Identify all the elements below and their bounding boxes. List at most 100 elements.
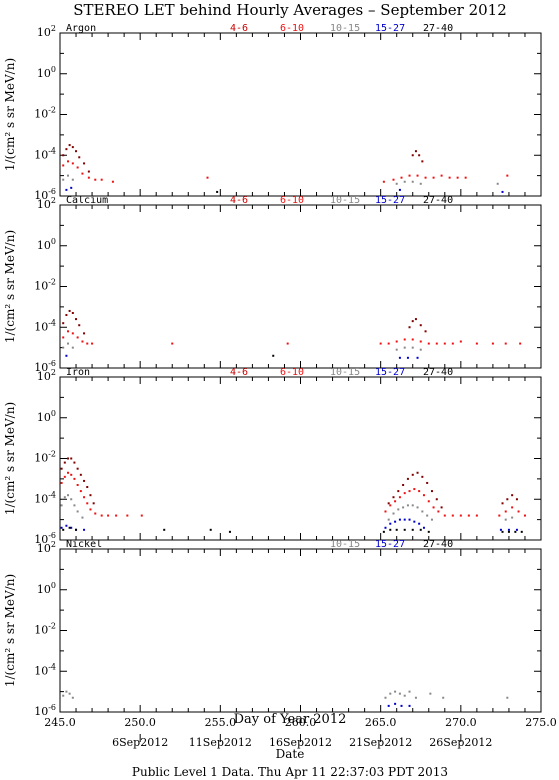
data-point — [272, 354, 275, 357]
data-point — [514, 530, 517, 533]
legend-entry: 27-40 — [423, 195, 453, 206]
data-point — [432, 506, 435, 509]
y-tick-label: 10-2 — [34, 450, 56, 465]
data-point — [91, 342, 94, 345]
data-point — [62, 694, 65, 697]
footer-text: Public Level 1 Data. Thu Apr 11 22:37:03… — [132, 765, 448, 779]
panels: 102 100 10-2 10-4 10-6 1/(cm² s sr MeV/n) Argo… — [3, 23, 557, 729]
y-tick-label: 10-6 — [34, 187, 56, 202]
data-point — [395, 182, 398, 185]
data-point — [395, 348, 398, 351]
data-point — [70, 498, 73, 501]
legend-entry: 15-27 — [375, 367, 405, 378]
y-tick-label: 102 — [37, 24, 56, 39]
y-axis-label: 1/(cm² s sr MeV/n) — [3, 230, 17, 343]
data-point — [62, 154, 65, 157]
data-point — [73, 461, 76, 464]
data-point — [394, 702, 397, 705]
x-tick-label: 255.0 — [205, 716, 237, 729]
data-point — [73, 504, 76, 507]
data-point — [79, 473, 82, 476]
data-point — [83, 496, 86, 499]
data-point — [408, 704, 411, 707]
data-point — [419, 182, 422, 185]
data-point — [382, 530, 385, 533]
data-point — [100, 178, 103, 181]
legend-entry: 10-15 — [330, 367, 360, 378]
data-point — [496, 182, 499, 185]
data-point — [75, 150, 78, 153]
legend-entry: 15-27 — [375, 23, 405, 34]
legend-entry: 27-40 — [423, 367, 453, 378]
data-point — [419, 348, 422, 351]
chart-title: STEREO LET behind Hourly Averages – Sept… — [73, 1, 507, 19]
data-point — [475, 514, 478, 517]
data-point — [403, 528, 406, 531]
data-point — [70, 473, 73, 476]
data-point — [209, 528, 212, 531]
data-point — [408, 490, 411, 493]
data-point — [426, 514, 429, 517]
data-point — [424, 176, 427, 179]
date-tick-row: 6Sep2012 11Sep2012 16Sep2012 21Sep2012 26Sep… — [112, 734, 492, 749]
data-point — [76, 336, 79, 339]
data-point — [403, 492, 406, 495]
data-point — [501, 502, 504, 505]
data-point — [63, 475, 66, 478]
data-point — [81, 340, 84, 343]
data-point — [100, 514, 103, 517]
data-point — [416, 174, 419, 177]
data-point — [398, 188, 401, 191]
data-point — [86, 502, 89, 505]
data-point — [60, 481, 63, 484]
y-tick-label: 10-6 — [34, 359, 56, 374]
data-point — [411, 154, 414, 157]
data-point — [520, 530, 523, 533]
data-point — [397, 508, 400, 511]
data-point — [60, 526, 63, 529]
data-point — [430, 490, 433, 493]
data-point — [419, 528, 422, 531]
data-point — [443, 342, 446, 345]
data-point — [92, 502, 95, 505]
data-point — [67, 494, 70, 497]
data-point — [416, 471, 419, 474]
y-tick-label: 10-4 — [34, 318, 56, 333]
legend-entry: 27-40 — [423, 23, 453, 34]
data-point — [427, 342, 430, 345]
data-point — [456, 176, 459, 179]
data-point — [406, 356, 409, 359]
data-point — [62, 336, 65, 339]
data-point — [68, 692, 71, 695]
data-point — [411, 346, 414, 349]
data-point — [413, 520, 416, 523]
data-point — [467, 514, 470, 517]
data-point — [384, 510, 387, 513]
data-point — [387, 342, 390, 345]
y-tick-label: 10-6 — [34, 531, 56, 546]
data-point — [403, 694, 406, 697]
data-point — [107, 514, 110, 517]
data-point — [397, 490, 400, 493]
data-point — [419, 324, 422, 327]
data-point — [94, 178, 97, 181]
date-tick-label: 21Sep2012 — [349, 736, 412, 749]
y-tick-label: 102 — [37, 196, 56, 211]
data-point — [427, 530, 430, 533]
data-point — [78, 324, 81, 327]
y-tick-label: 10-2 — [34, 278, 56, 293]
data-point — [171, 342, 174, 345]
data-point — [442, 696, 445, 699]
data-point — [71, 311, 74, 314]
data-point — [83, 528, 86, 531]
panel-nickel: 102 100 10-2 10-4 10-6 1/(cm² s sr MeV/n) Nick… — [3, 539, 557, 729]
data-point — [126, 514, 129, 517]
data-point — [411, 473, 414, 476]
data-point — [506, 498, 509, 501]
data-point — [403, 180, 406, 183]
legend-entry: 10-15 — [330, 23, 360, 34]
date-tick-label: 26Sep2012 — [429, 736, 492, 749]
data-point — [403, 518, 406, 521]
data-point — [71, 346, 74, 349]
